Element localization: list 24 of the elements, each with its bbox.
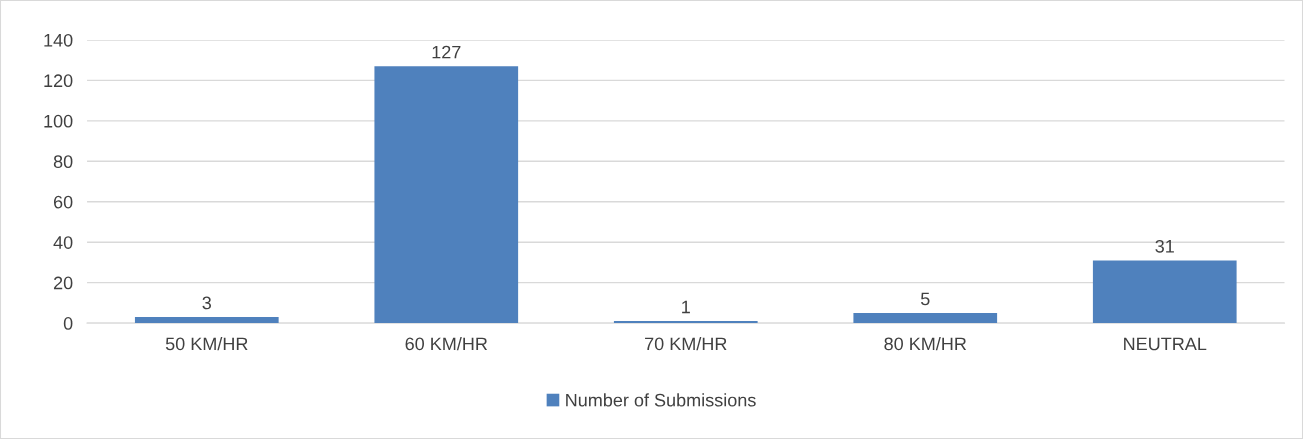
legend-label: Number of Submissions	[566, 393, 756, 407]
bar	[853, 312, 998, 324]
x-tick-label: 60 KM/HR	[405, 336, 488, 351]
x-tick-label: 50 KM/HR	[165, 336, 248, 351]
bar	[613, 321, 758, 324]
x-tick-label: 70 KM/HR	[645, 336, 727, 351]
y-tick-label: 120	[44, 74, 73, 88]
data-label: 127	[432, 45, 461, 59]
data-label: 3	[202, 296, 212, 310]
x-tick-label: NEUTRAL	[1124, 337, 1207, 351]
bar	[1092, 260, 1237, 324]
data-label: 5	[920, 292, 930, 306]
y-tick-label: 60	[53, 195, 73, 209]
y-tick-label: 100	[44, 114, 73, 128]
x-tick-label: 80 KM/HR	[884, 336, 967, 351]
bar	[134, 317, 279, 324]
data-label: 31	[1155, 239, 1174, 253]
data-label: 1	[682, 300, 690, 314]
bar	[374, 66, 519, 324]
y-tick-label: 0	[63, 317, 73, 330]
y-tick-label: 20	[53, 276, 73, 290]
y-tick-label: 80	[53, 155, 73, 169]
y-tick-label: 40	[53, 236, 73, 249]
y-tick-label: 140	[44, 33, 73, 47]
